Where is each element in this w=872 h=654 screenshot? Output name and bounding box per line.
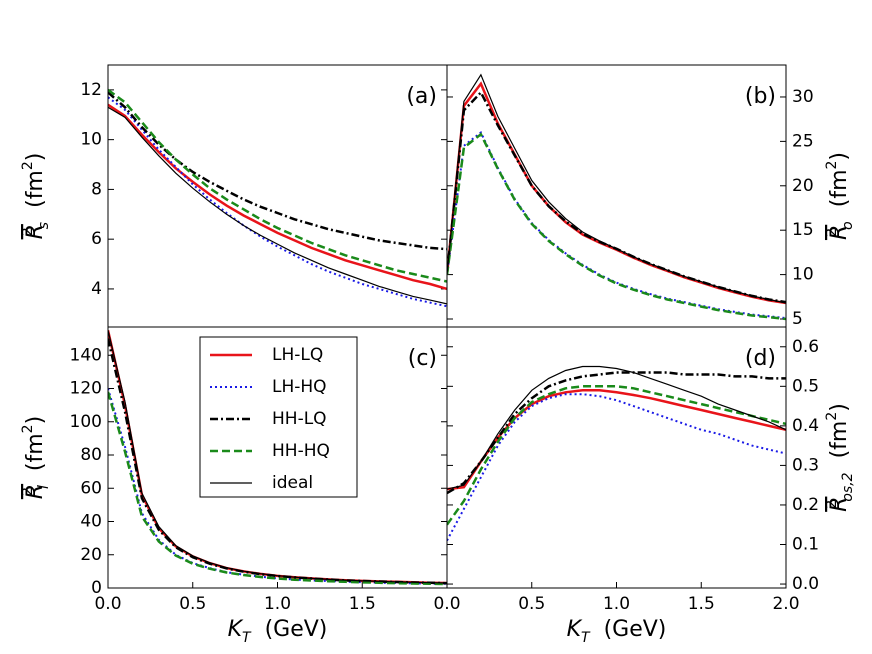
y-axis-label: R2os,2(fm2)	[824, 403, 856, 512]
panel-label: (a)	[406, 84, 437, 109]
x-tick-label: 1.5	[349, 594, 376, 614]
series-line	[108, 88, 447, 283]
legend-label: HH-HQ	[272, 441, 330, 461]
legend-label: ideal	[272, 473, 313, 493]
y-tick-label: 20	[80, 545, 102, 565]
label-sub: s	[36, 222, 52, 229]
y-tick-label: 40	[80, 512, 102, 532]
y-tick-label: 100	[70, 412, 102, 432]
panel-label: (d)	[745, 346, 776, 371]
y-tick-label: 12	[80, 80, 102, 100]
y-tick-label: 0	[91, 578, 102, 598]
x-tick-label: 0.5	[518, 594, 545, 614]
series-line	[108, 96, 447, 308]
panel-frame	[446, 326, 787, 589]
x-tick-label: 0.0	[433, 594, 460, 614]
y-tick-label: 25	[792, 131, 814, 151]
legend-box	[199, 336, 358, 498]
legend-label: LH-LQ	[272, 345, 323, 365]
label-unit-sup: 2	[20, 161, 36, 170]
label-unit: (fm	[827, 169, 852, 207]
label-symbol: K	[228, 617, 244, 642]
label-symbol: K	[567, 617, 583, 642]
label-sup: 2	[20, 227, 36, 236]
panel-frame	[107, 64, 448, 328]
y-tick-label: 4	[91, 279, 102, 299]
x-tick-label: 1.0	[264, 594, 291, 614]
x-tick-label: 1.0	[603, 594, 630, 614]
y-tick-label: 5	[792, 309, 803, 329]
label-symbol: R	[827, 225, 852, 240]
label-unit: (GeV)	[265, 617, 328, 642]
y-tick-label: 10	[792, 265, 814, 285]
label-sub: l	[36, 485, 52, 489]
series-line	[447, 73, 786, 304]
y-tick-label: 0.4	[792, 416, 819, 436]
label-unit-end: )	[23, 153, 48, 162]
label-sub: T	[242, 630, 252, 646]
label-unit-sup: 2	[20, 424, 36, 433]
label-unit-sup: 2	[824, 412, 840, 421]
y-tick-label: 0.5	[792, 376, 819, 396]
panel-label: (b)	[745, 84, 776, 109]
series-line	[447, 90, 786, 304]
x-tick-label: 0.5	[179, 594, 206, 614]
y-axis-label: R2o(fm2)	[824, 152, 856, 240]
x-tick-label: 1.5	[688, 594, 715, 614]
label-unit-end: )	[827, 403, 852, 412]
label-unit-end: )	[23, 416, 48, 425]
label-sub: os,2	[840, 472, 856, 501]
series-line	[108, 91, 447, 251]
panel-label: (c)	[408, 346, 437, 371]
label-sub: o	[840, 221, 856, 230]
series-line	[447, 393, 786, 541]
label-symbol: R	[23, 484, 48, 499]
label-unit: (fm	[827, 421, 852, 459]
label-symbol: R	[23, 224, 48, 239]
label-unit: (fm	[23, 433, 48, 471]
x-axis-label: KT (GeV)	[228, 617, 328, 646]
y-tick-label: 8	[91, 179, 102, 199]
series-line	[108, 103, 447, 291]
series-line	[108, 330, 447, 584]
y-tick-label: 80	[80, 445, 102, 465]
label-sup: 2	[20, 487, 36, 496]
label-unit-end: )	[827, 152, 852, 161]
y-axis-label: R2l(fm2)	[20, 416, 52, 499]
y-tick-label: 10	[80, 130, 102, 150]
label-unit: (GeV)	[604, 617, 667, 642]
y-tick-label: 0.6	[792, 337, 819, 357]
series-line	[108, 106, 447, 305]
label-sup: 2	[824, 228, 840, 237]
y-axis-label: R2s(fm2)	[20, 153, 52, 240]
label-symbol: R	[827, 497, 852, 512]
x-tick-label: 0.0	[94, 594, 121, 614]
y-tick-label: 30	[792, 87, 814, 107]
y-tick-label: 0.1	[792, 535, 819, 555]
series-line	[108, 391, 447, 586]
y-tick-label: 140	[70, 345, 102, 365]
y-tick-label: 0.3	[792, 455, 819, 475]
legend-label: LH-HQ	[272, 377, 327, 397]
y-tick-label: 15	[792, 220, 814, 240]
legend-label: HH-LQ	[272, 409, 327, 429]
y-tick-label: 20	[792, 176, 814, 196]
label-sub: T	[581, 630, 591, 646]
y-tick-label: 60	[80, 478, 102, 498]
series-line	[447, 365, 786, 490]
series-line	[447, 132, 786, 321]
y-tick-label: 120	[70, 379, 102, 399]
label-unit-sup: 2	[824, 161, 840, 170]
label-unit: (fm	[23, 170, 48, 208]
y-tick-label: 6	[91, 229, 102, 249]
y-tick-label: 0.0	[792, 574, 819, 594]
x-tick-label: 2.0	[772, 594, 799, 614]
panel-frame	[446, 64, 787, 328]
y-tick-label: 0.2	[792, 495, 819, 515]
x-axis-label: KT (GeV)	[567, 617, 667, 646]
label-sup: 2	[824, 500, 840, 509]
series-line	[447, 385, 786, 526]
series-line	[447, 371, 786, 495]
